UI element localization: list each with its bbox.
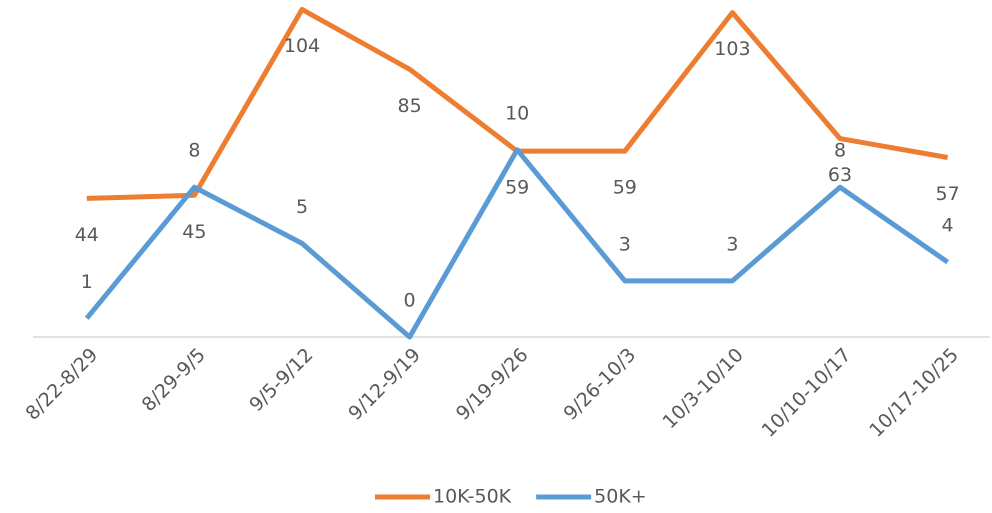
x-tick-label: 10/17-10/25 — [865, 344, 963, 442]
data-label: 0 — [404, 290, 416, 312]
data-label: 59 — [613, 177, 637, 199]
data-label: 63 — [828, 164, 852, 186]
data-label: 3 — [726, 233, 738, 255]
x-tick-label: 10/10-10/17 — [758, 344, 856, 442]
data-label: 3 — [619, 233, 631, 255]
legend-label: 50K+ — [594, 486, 647, 508]
x-tick-label: 8/22-8/29 — [21, 344, 102, 425]
data-label: 103 — [714, 38, 750, 60]
data-label: 59 — [505, 177, 529, 199]
data-label: 85 — [398, 95, 422, 117]
x-tick-label: 9/5-9/12 — [245, 344, 317, 416]
legend-label: 10K-50K — [433, 486, 512, 508]
data-label: 10 — [505, 102, 529, 124]
data-label: 45 — [182, 221, 206, 243]
x-tick-label: 10/3-10/10 — [659, 344, 748, 433]
data-label: 1 — [81, 271, 93, 293]
series-line — [84, 147, 950, 340]
data-label: 5 — [296, 196, 308, 218]
data-label: 104 — [284, 35, 320, 57]
x-tick-label: 9/26-10/3 — [559, 344, 640, 425]
data-label: 4 — [942, 215, 954, 237]
data-label: 8 — [834, 140, 846, 162]
x-tick-label: 8/29-9/5 — [138, 344, 210, 416]
x-tick-label: 9/19-9/26 — [452, 344, 533, 425]
x-tick-label: 9/12-9/19 — [344, 344, 425, 425]
data-label: 57 — [936, 183, 960, 205]
data-label: 8 — [188, 140, 200, 162]
data-label: 44 — [75, 224, 99, 246]
